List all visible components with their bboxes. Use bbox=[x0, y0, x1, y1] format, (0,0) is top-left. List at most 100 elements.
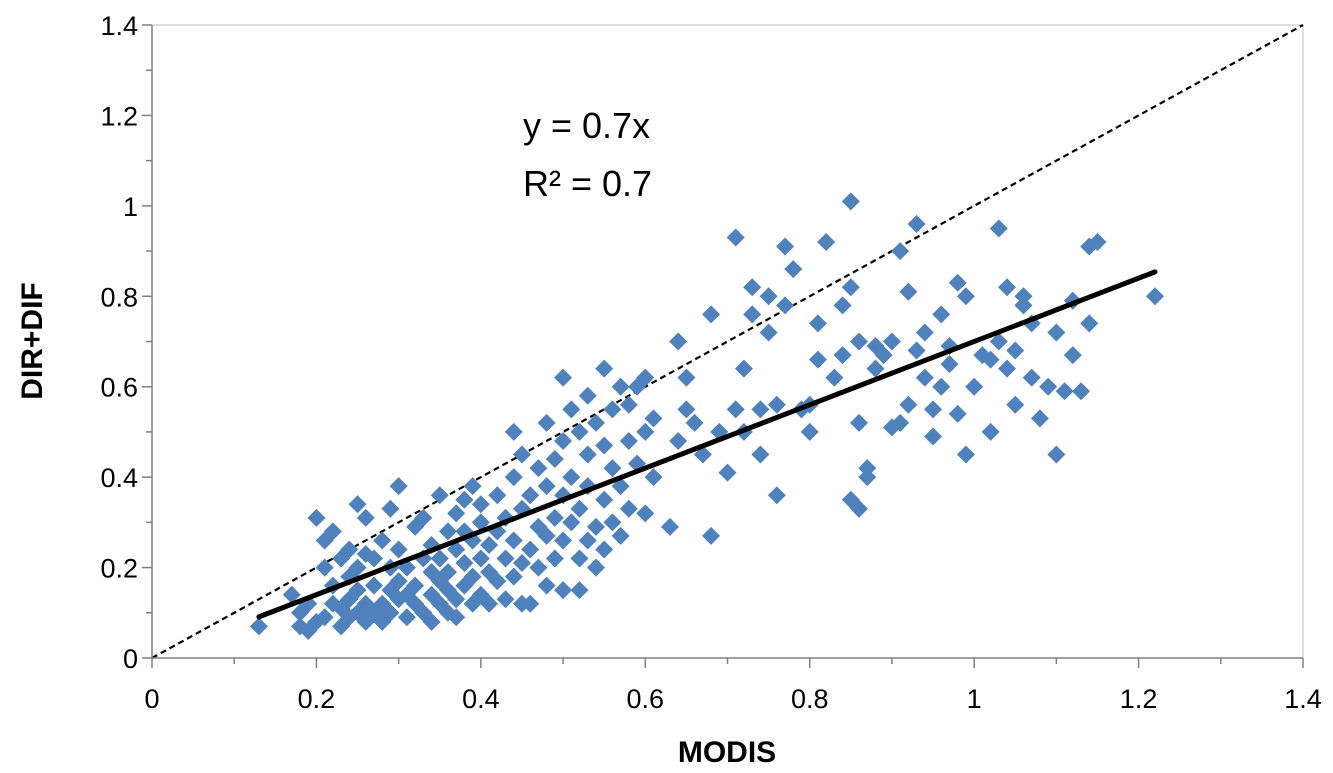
x-tick-label: 0.8 bbox=[791, 684, 829, 714]
x-axis-title: MODIS bbox=[678, 736, 776, 769]
data-point bbox=[504, 531, 523, 550]
data-point bbox=[356, 508, 375, 527]
data-point bbox=[1030, 409, 1049, 428]
data-point bbox=[702, 305, 721, 324]
data-point bbox=[455, 490, 474, 509]
data-point bbox=[570, 499, 589, 518]
data-point bbox=[554, 531, 573, 550]
data-point bbox=[948, 404, 967, 423]
data-point bbox=[891, 413, 910, 432]
data-point bbox=[1088, 233, 1107, 252]
x-ticks-layer: 0 0.2 0.4 0.6 0.8 1 1.2 1.4 bbox=[144, 658, 1322, 714]
data-point bbox=[998, 278, 1017, 297]
data-point bbox=[554, 431, 573, 450]
data-point bbox=[644, 468, 663, 487]
data-point bbox=[406, 576, 425, 595]
data-point bbox=[471, 549, 490, 568]
data-point bbox=[759, 323, 778, 342]
data-point bbox=[529, 558, 548, 577]
data-point bbox=[488, 572, 507, 591]
data-point bbox=[537, 526, 556, 545]
data-point bbox=[389, 477, 408, 496]
data-point bbox=[545, 508, 564, 527]
y-tick-label: 1.2 bbox=[100, 101, 138, 131]
y-tick-label: 0 bbox=[123, 644, 138, 674]
data-point bbox=[603, 400, 622, 419]
data-point bbox=[463, 567, 482, 586]
data-point bbox=[348, 581, 367, 600]
data-point bbox=[611, 526, 630, 545]
data-point bbox=[586, 558, 605, 577]
data-point bbox=[1014, 287, 1033, 306]
data-point bbox=[578, 531, 597, 550]
data-point bbox=[537, 413, 556, 432]
data-point bbox=[603, 513, 622, 532]
data-point bbox=[480, 594, 499, 613]
data-point bbox=[734, 359, 753, 378]
y-tick-label: 0.8 bbox=[100, 282, 138, 312]
data-point bbox=[743, 305, 762, 324]
data-point bbox=[1047, 445, 1066, 464]
data-point bbox=[364, 549, 383, 568]
equation-label: y = 0.7x bbox=[523, 105, 650, 146]
data-point bbox=[948, 273, 967, 292]
data-point bbox=[817, 233, 836, 252]
data-point bbox=[825, 368, 844, 387]
data-point bbox=[619, 395, 638, 414]
data-point bbox=[702, 526, 721, 545]
data-point bbox=[767, 486, 786, 505]
data-point bbox=[447, 608, 466, 627]
y-tick-label: 1.4 bbox=[100, 11, 138, 41]
data-point bbox=[521, 540, 540, 559]
data-point bbox=[899, 395, 918, 414]
data-point bbox=[364, 576, 383, 595]
data-point bbox=[636, 368, 655, 387]
x-tick-label: 1 bbox=[967, 684, 982, 714]
data-point bbox=[940, 355, 959, 374]
data-point bbox=[504, 567, 523, 586]
data-point bbox=[389, 540, 408, 559]
data-point bbox=[833, 296, 852, 315]
x-tick-label: 0.4 bbox=[462, 684, 500, 714]
data-point bbox=[307, 508, 326, 527]
data-point bbox=[841, 278, 860, 297]
data-point bbox=[882, 332, 901, 351]
data-point bbox=[644, 409, 663, 428]
data-point bbox=[397, 608, 416, 627]
data-point bbox=[998, 359, 1017, 378]
data-point bbox=[989, 219, 1008, 238]
data-point bbox=[874, 346, 893, 365]
data-point bbox=[1055, 382, 1074, 401]
data-point bbox=[1072, 382, 1091, 401]
data-point bbox=[348, 495, 367, 514]
data-point bbox=[956, 445, 975, 464]
data-point bbox=[529, 459, 548, 478]
data-point bbox=[1006, 341, 1025, 360]
data-point bbox=[619, 499, 638, 518]
data-point bbox=[562, 468, 581, 487]
data-point bbox=[438, 563, 457, 582]
data-point bbox=[1022, 368, 1041, 387]
data-point bbox=[932, 377, 951, 396]
data-point bbox=[776, 296, 795, 315]
y-tick-label: 1 bbox=[123, 192, 138, 222]
reference-line-layer bbox=[151, 24, 1304, 659]
data-point bbox=[488, 486, 507, 505]
data-point bbox=[595, 540, 614, 559]
data-point bbox=[899, 282, 918, 301]
data-point bbox=[767, 395, 786, 414]
data-point bbox=[562, 513, 581, 532]
data-point bbox=[956, 287, 975, 306]
data-point bbox=[619, 431, 638, 450]
data-point bbox=[685, 413, 704, 432]
data-point bbox=[496, 549, 515, 568]
data-point bbox=[669, 332, 688, 351]
data-point bbox=[480, 535, 499, 554]
data-point bbox=[562, 400, 581, 419]
data-point bbox=[430, 486, 449, 505]
data-point bbox=[989, 332, 1008, 351]
data-point bbox=[512, 445, 531, 464]
data-point bbox=[447, 504, 466, 523]
x-tick-label: 0.6 bbox=[627, 684, 665, 714]
data-point bbox=[1047, 323, 1066, 342]
